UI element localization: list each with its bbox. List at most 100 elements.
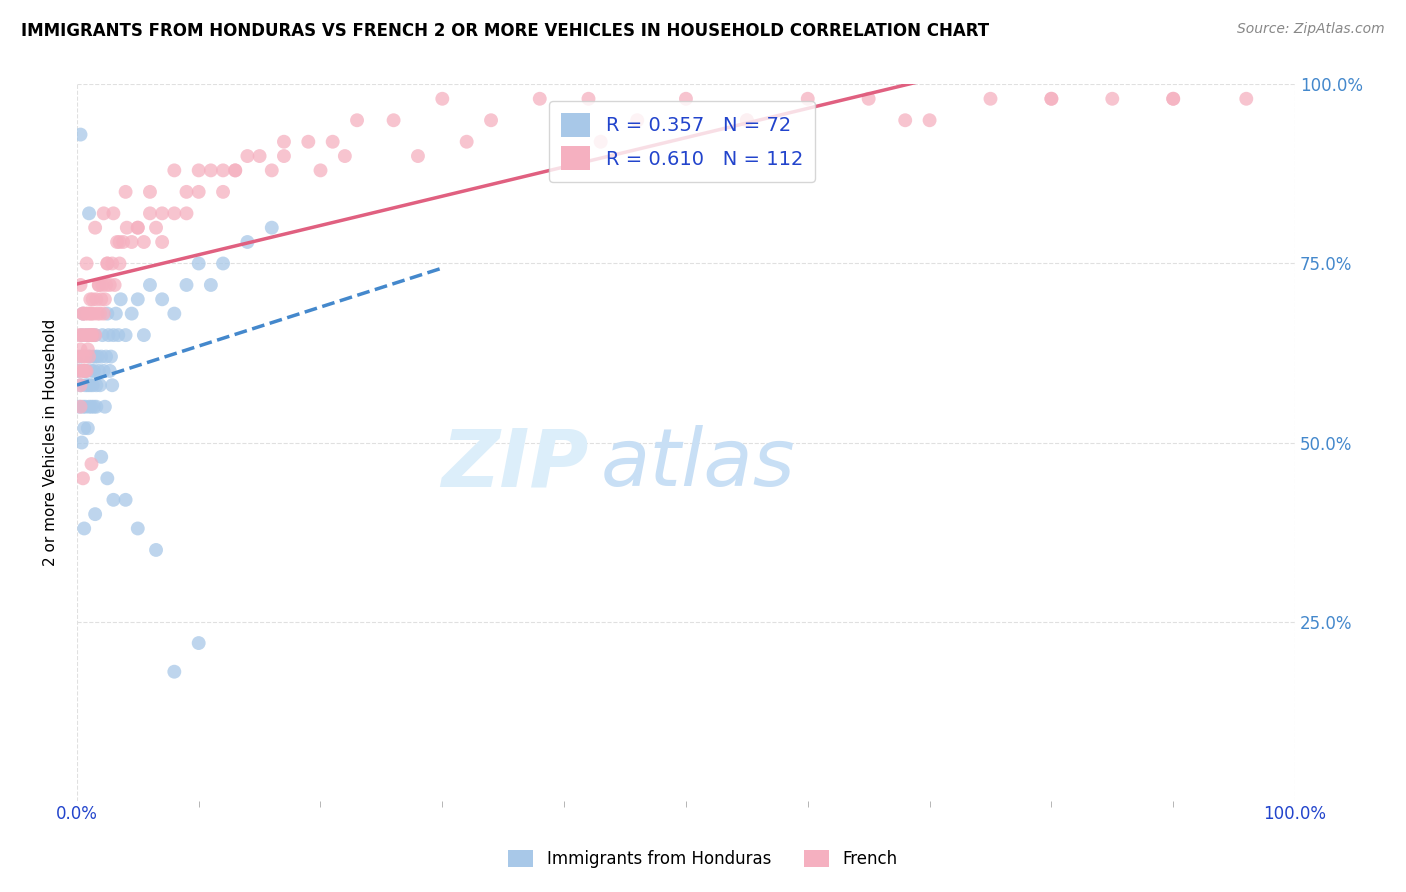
Point [76, 256, 98, 270]
Point [127, 293, 149, 307]
Point [76, 328, 98, 343]
Point [163, 665, 186, 679]
Text: IMMIGRANTS FROM HONDURAS VS FRENCH 2 OR MORE VEHICLES IN HOUSEHOLD CORRELATION C: IMMIGRANTS FROM HONDURAS VS FRENCH 2 OR … [21, 22, 990, 40]
Point [212, 256, 235, 270]
Point [104, 307, 127, 321]
Point [87, 277, 110, 292]
Point [224, 163, 246, 178]
Point [346, 113, 368, 128]
Point [82, 328, 104, 343]
Point [82, 378, 104, 392]
Point [84, 220, 107, 235]
Point [69, 378, 91, 392]
Point [77, 350, 100, 364]
Point [84, 350, 107, 364]
Point [76, 364, 98, 378]
Point [224, 163, 246, 178]
Point [150, 293, 173, 307]
Point [260, 163, 283, 178]
Point [105, 235, 128, 249]
Point [273, 149, 295, 163]
Point [176, 206, 198, 220]
Point [72, 307, 94, 321]
Point [90, 293, 112, 307]
Point [84, 507, 107, 521]
Point [72, 307, 94, 321]
Point [797, 92, 820, 106]
Point [1040, 92, 1063, 106]
Point [75, 350, 97, 364]
Point [132, 328, 155, 343]
Point [236, 235, 259, 249]
Point [69, 350, 91, 364]
Point [132, 235, 155, 249]
Point [894, 113, 917, 128]
Point [918, 113, 941, 128]
Point [76, 307, 98, 321]
Text: Source: ZipAtlas.com: Source: ZipAtlas.com [1237, 22, 1385, 37]
Point [858, 92, 880, 106]
Point [101, 378, 124, 392]
Point [589, 135, 612, 149]
Point [73, 364, 96, 378]
Point [127, 521, 149, 535]
Point [382, 113, 405, 128]
Point [108, 235, 131, 249]
Point [86, 400, 108, 414]
Point [200, 163, 222, 178]
Point [107, 328, 129, 343]
Point [86, 378, 108, 392]
Point [322, 135, 344, 149]
Point [176, 277, 198, 292]
Point [1161, 92, 1184, 106]
Point [79, 328, 101, 343]
Point [145, 220, 167, 235]
Point [114, 492, 136, 507]
Point [249, 149, 271, 163]
Point [97, 328, 120, 343]
Point [93, 307, 115, 321]
Point [84, 328, 107, 343]
Point [83, 307, 105, 321]
Point [236, 149, 259, 163]
Y-axis label: 2 or more Vehicles in Household: 2 or more Vehicles in Household [44, 319, 58, 566]
Point [114, 328, 136, 343]
Point [73, 421, 96, 435]
Point [94, 277, 117, 292]
Point [150, 235, 173, 249]
Point [139, 277, 162, 292]
Point [72, 400, 94, 414]
Point [80, 364, 103, 378]
Point [76, 378, 98, 392]
Point [96, 307, 118, 321]
Point [979, 92, 1001, 106]
Point [127, 220, 149, 235]
Point [94, 293, 117, 307]
Point [75, 378, 97, 392]
Point [406, 149, 429, 163]
Point [96, 256, 118, 270]
Point [80, 457, 103, 471]
Point [69, 343, 91, 357]
Point [187, 256, 209, 270]
Point [93, 206, 115, 220]
Point [70, 328, 93, 343]
Point [70, 435, 93, 450]
Point [297, 135, 319, 149]
Point [432, 92, 454, 106]
Point [1234, 92, 1257, 106]
Point [115, 220, 138, 235]
Point [67, 350, 90, 364]
Point [273, 135, 295, 149]
Point [735, 113, 758, 128]
Point [77, 328, 100, 343]
Point [82, 350, 104, 364]
Point [260, 220, 283, 235]
Point [87, 277, 110, 292]
Point [80, 328, 103, 343]
Point [112, 235, 135, 249]
Text: ZIP: ZIP [441, 425, 589, 503]
Point [675, 92, 697, 106]
Point [89, 307, 111, 321]
Point [90, 350, 112, 364]
